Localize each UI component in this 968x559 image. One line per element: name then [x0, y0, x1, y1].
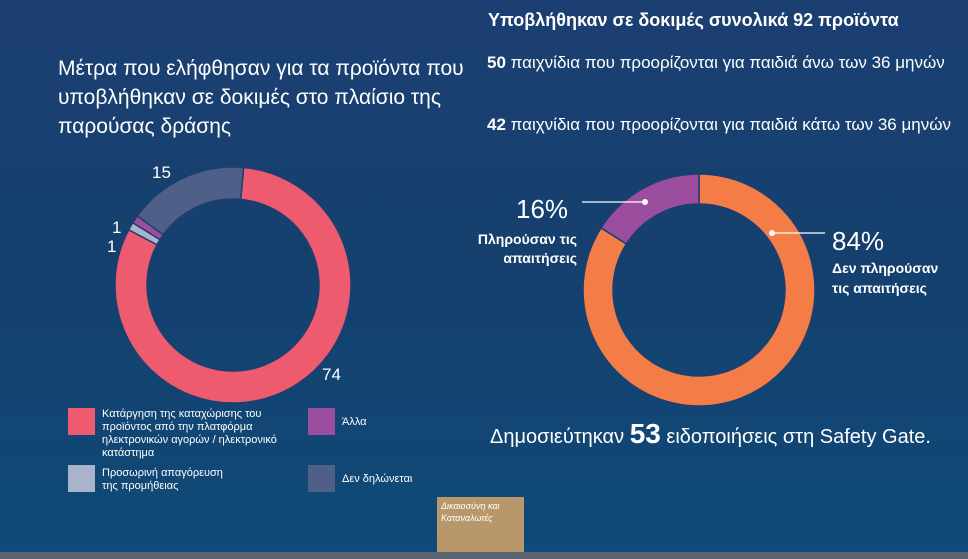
- stat-text: παιχνίδια που προορίζονται για παιδιά άν…: [510, 53, 945, 72]
- callout-dot: [769, 230, 775, 236]
- bottom-bar: [0, 552, 968, 559]
- legend-item-temporary-ban: Προσωρινή απαγόρευση της προμήθειας: [68, 465, 268, 493]
- notice-suffix: ειδοποιήσεις στη Safety Gate.: [666, 426, 931, 448]
- legend-swatch: [308, 465, 335, 492]
- donut-slice: [136, 166, 245, 236]
- legend-item-not-declared: Δεν δηλώνεται: [308, 465, 448, 492]
- notice-number: 53: [629, 418, 661, 449]
- callout-label: απαιτήσεις: [503, 250, 577, 266]
- legend-swatch: [68, 408, 95, 435]
- data-label: 74: [322, 365, 341, 384]
- stat-over-36: 50 παιχνίδια που προορίζονται για παιδιά…: [487, 48, 957, 78]
- donut-slice: [114, 166, 352, 404]
- stat-text: παιχνίδια που προορίζονται για παιδιά κά…: [510, 115, 952, 134]
- legend-label: Προσωρινή απαγόρευση της προμήθειας: [102, 467, 223, 492]
- left-chart-title: Μέτρα που ελήφθησαν για τα προϊόντα που …: [58, 57, 464, 138]
- notice-prefix: Δημοσιεύτηκαν: [490, 426, 625, 448]
- safety-gate-notice: Δημοσιεύτηκαν 53 ειδοποιήσεις στη Safety…: [490, 420, 931, 451]
- right-chart-title: Υποβλήθηκαν σε δοκιμές συνολικά 92 προϊό…: [488, 10, 899, 30]
- stat-number: 42: [487, 115, 506, 134]
- data-label: 1: [107, 237, 116, 256]
- legend-label: Κατάργηση της καταχώρισης του προϊόντος …: [102, 408, 277, 459]
- logo: Δικαιοσύνη και Καταναλωτές: [437, 497, 524, 555]
- legend-item-delisting: Κατάργηση της καταχώρισης του προϊόντος …: [68, 408, 308, 460]
- callout-label: Πληρούσαν τις: [478, 231, 577, 247]
- callout-label: τις απαιτήσεις: [832, 280, 927, 296]
- donut-slice: [600, 173, 700, 245]
- legend-item-other: Άλλα: [308, 408, 428, 435]
- stat-under-36: 42 παιχνίδια που προορίζονται για παιδιά…: [487, 110, 957, 140]
- donut-slice: [582, 173, 816, 407]
- legend-label: Άλλα: [342, 416, 367, 428]
- legend-label: Δεν δηλώνεται: [342, 473, 413, 485]
- legend-swatch: [68, 465, 95, 492]
- data-label: 84%: [832, 226, 884, 256]
- stat-number: 50: [487, 53, 506, 72]
- data-label: 1: [112, 218, 121, 237]
- data-label: 15: [152, 163, 171, 182]
- legend-swatch: [308, 408, 335, 435]
- callout-label: Δεν πληρούσαν: [832, 260, 938, 276]
- callout-dot: [642, 199, 648, 205]
- data-label: 16%: [516, 194, 568, 224]
